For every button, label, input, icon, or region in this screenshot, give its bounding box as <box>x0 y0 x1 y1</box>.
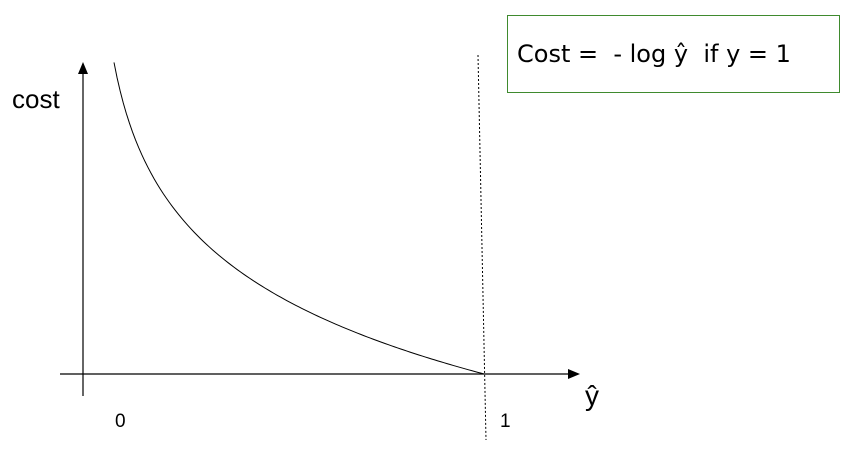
formula-text: Cost = - log ŷ if y = 1 <box>517 40 791 68</box>
x-tick-0: 0 <box>115 411 126 432</box>
x-tick-1: 1 <box>500 411 511 432</box>
y-axis-label: cost <box>12 84 60 114</box>
cost-curve <box>113 62 485 375</box>
x-axis-label: ŷ <box>585 380 599 411</box>
formula-box: Cost = - log ŷ if y = 1 <box>507 15 840 93</box>
boundary-line <box>477 54 487 441</box>
